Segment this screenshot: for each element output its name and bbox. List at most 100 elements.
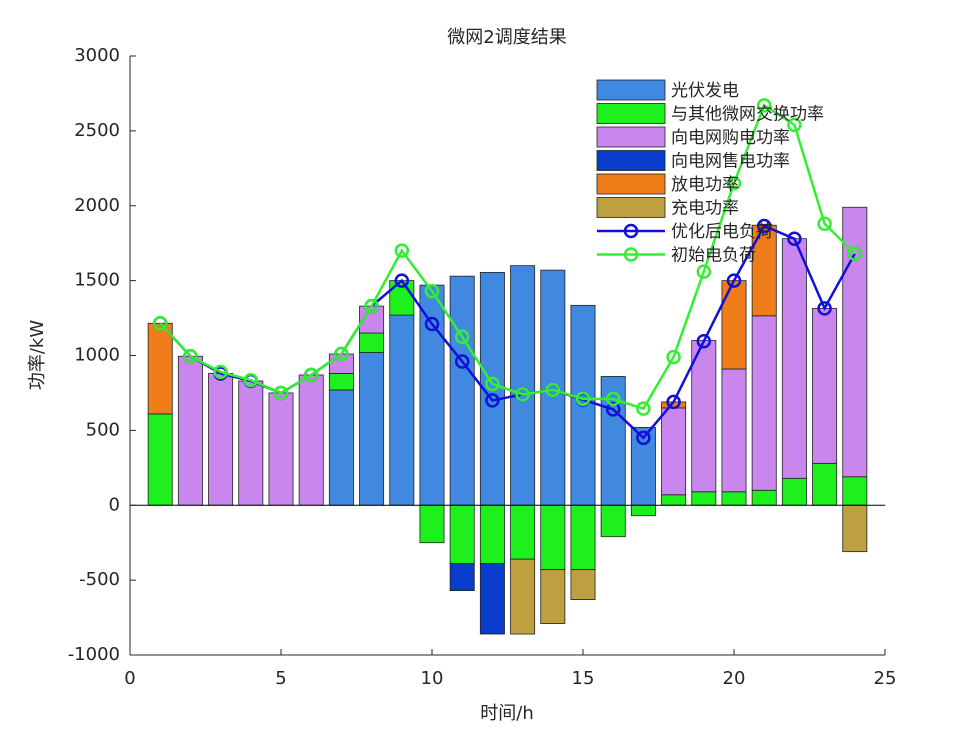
bar bbox=[359, 305, 385, 334]
marker bbox=[636, 430, 651, 446]
legend-swatch bbox=[596, 126, 666, 148]
bar bbox=[510, 504, 536, 560]
bar bbox=[359, 352, 385, 506]
bar bbox=[812, 462, 838, 506]
legend-marker bbox=[623, 223, 639, 239]
bar bbox=[540, 504, 566, 571]
y-tick-label: 1000 bbox=[74, 345, 120, 366]
y-tick-label: 500 bbox=[86, 419, 120, 440]
bar bbox=[449, 563, 475, 592]
marker bbox=[696, 264, 712, 279]
bar bbox=[479, 563, 505, 635]
marker bbox=[515, 387, 530, 402]
marker bbox=[545, 382, 561, 398]
bar bbox=[268, 392, 294, 506]
marker bbox=[817, 301, 832, 316]
marker bbox=[394, 243, 410, 258]
bar bbox=[510, 558, 536, 635]
y-tick-label: 1500 bbox=[74, 270, 120, 291]
bar bbox=[600, 376, 626, 506]
bar bbox=[570, 504, 596, 571]
marker bbox=[726, 273, 742, 288]
x-tick-label: 15 bbox=[572, 668, 595, 689]
legend-swatch bbox=[596, 197, 666, 218]
bar bbox=[328, 373, 354, 391]
bar bbox=[842, 504, 868, 553]
marker bbox=[273, 385, 289, 401]
bar bbox=[510, 265, 536, 506]
legend-label: 放电功率 bbox=[671, 175, 739, 195]
legend-label: 光伏发电 bbox=[671, 81, 739, 101]
legend-label: 充电功率 bbox=[671, 199, 739, 219]
bar bbox=[691, 491, 717, 506]
legend-swatch bbox=[596, 150, 666, 171]
bar bbox=[661, 494, 687, 506]
bar bbox=[691, 340, 717, 493]
marker bbox=[575, 391, 591, 407]
bar bbox=[721, 491, 747, 506]
marker bbox=[334, 346, 349, 362]
marker bbox=[847, 246, 863, 261]
legend-swatch bbox=[596, 79, 666, 101]
y-tick-label: -1000 bbox=[68, 644, 120, 665]
marker bbox=[243, 372, 259, 388]
x-tick-label: 5 bbox=[275, 668, 286, 689]
bar bbox=[147, 322, 173, 415]
x-tick-label: 20 bbox=[723, 668, 746, 689]
legend-label: 与其他微网交换功率 bbox=[671, 105, 824, 125]
marker bbox=[636, 401, 651, 416]
x-tick-label: 10 bbox=[421, 668, 444, 689]
bar bbox=[570, 569, 596, 600]
marker bbox=[726, 176, 742, 191]
y-tick-label: -500 bbox=[79, 569, 120, 590]
legend-label: 优化后电负荷 bbox=[671, 222, 773, 242]
marker bbox=[183, 348, 198, 364]
bar bbox=[812, 307, 838, 464]
bar bbox=[419, 284, 445, 506]
bar bbox=[389, 314, 415, 506]
bar bbox=[238, 380, 264, 506]
marker bbox=[605, 402, 621, 417]
bar bbox=[177, 355, 203, 506]
chart-title: 微网2调度结果 bbox=[447, 27, 566, 48]
marker bbox=[485, 393, 500, 408]
legend-swatch bbox=[596, 173, 666, 195]
legend-marker bbox=[623, 247, 639, 262]
y-tick-label: 3000 bbox=[74, 45, 120, 66]
bar bbox=[842, 476, 868, 506]
bar bbox=[600, 504, 626, 538]
bar bbox=[419, 504, 445, 544]
marker bbox=[787, 117, 802, 133]
marker bbox=[605, 391, 621, 407]
bar bbox=[781, 477, 807, 506]
marker bbox=[756, 218, 772, 234]
legend-swatch bbox=[596, 103, 666, 124]
bar bbox=[147, 413, 173, 506]
y-tick-label: 2500 bbox=[74, 120, 120, 141]
y-axis-label: 功率/kW bbox=[27, 320, 48, 390]
y-tick-label: 0 bbox=[109, 494, 120, 515]
bar bbox=[479, 504, 505, 565]
bar bbox=[540, 269, 566, 506]
bar bbox=[449, 504, 475, 565]
bar bbox=[751, 489, 777, 506]
bar bbox=[661, 407, 687, 496]
legend-label: 向电网购电功率 bbox=[671, 128, 790, 148]
bar bbox=[208, 373, 234, 506]
bar bbox=[540, 569, 566, 624]
bar bbox=[630, 504, 656, 517]
bar bbox=[721, 368, 747, 493]
bar bbox=[328, 353, 354, 374]
x-axis-label: 时间/h bbox=[480, 703, 533, 724]
marker bbox=[424, 316, 440, 332]
x-tick-label: 0 bbox=[124, 668, 135, 689]
marker bbox=[454, 354, 470, 369]
bar bbox=[328, 389, 354, 506]
legend-label: 向电网售电功率 bbox=[671, 152, 790, 172]
bar bbox=[449, 275, 475, 506]
marker bbox=[394, 273, 410, 288]
bar bbox=[721, 280, 747, 370]
marker bbox=[485, 376, 500, 392]
marker bbox=[152, 316, 168, 331]
